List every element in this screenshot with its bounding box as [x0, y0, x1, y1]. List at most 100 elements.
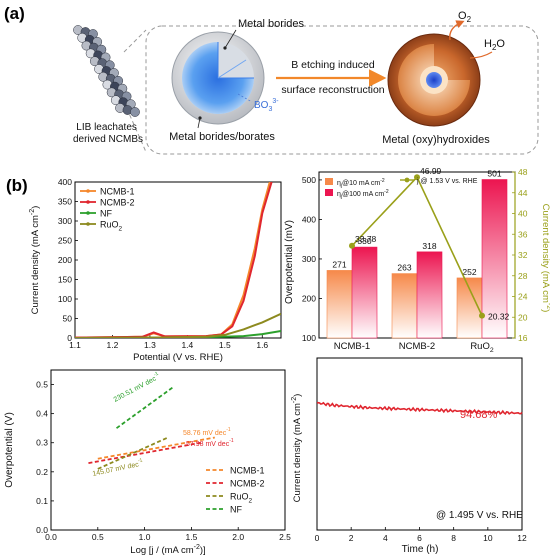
y-tick-label: 100	[58, 294, 72, 304]
stability-line	[316, 401, 523, 416]
slope-label: 58.76 mV dec-1	[183, 427, 231, 437]
panel-b-label: (b)	[6, 176, 28, 195]
legend-marker	[86, 200, 90, 204]
y-tick-label: 250	[58, 236, 72, 246]
h2o-label: H2O	[484, 38, 505, 52]
legend-entry: RuO2	[230, 492, 253, 505]
y2-tick-label: 20	[518, 312, 528, 322]
j-point	[414, 174, 420, 181]
legend-entry: NF	[230, 505, 242, 515]
y-tick-label: 0.1	[36, 496, 48, 506]
y2-tick-label: 16	[518, 333, 528, 343]
legend-entry: NCMB-1	[100, 187, 135, 197]
nanotube-illustration	[73, 25, 140, 117]
polarization-chart: 1.1 1.2 1.3 1.4 1.5 1.6 0 50 100 150 200 250 300 350 4…	[29, 177, 282, 363]
x-tick-label: 0.5	[92, 532, 104, 542]
y-tick-label: 300	[302, 254, 316, 264]
o2-arrow	[449, 20, 465, 41]
x-tick-label: 1.0	[139, 532, 151, 542]
arrow-top-label: B etching induced	[291, 59, 375, 71]
y-tick-label: 0	[67, 333, 72, 343]
category-label: NCMB-1	[334, 341, 370, 352]
x-tick-label: 1.5	[185, 532, 197, 542]
y-tick-label: 0.2	[36, 467, 48, 477]
nanotube-atom	[130, 107, 140, 117]
x-tick-label: 1.4	[181, 340, 193, 350]
dashed-frame	[145, 25, 539, 155]
o2-label: O2	[458, 10, 472, 24]
plot4-frame	[316, 357, 523, 531]
bar-eta100	[481, 179, 508, 339]
tafel-chart: 0.0 0.5 1.0 1.5 2.0 2.5 0.0 0.1 0.2 0.3 0.4 0.5 230…	[4, 369, 291, 556]
legend-marker	[86, 189, 90, 193]
j-value-label: 46.99	[420, 166, 442, 176]
x-tick-label: 1.2	[107, 340, 119, 350]
legend-marker	[404, 177, 410, 183]
bar-eta100	[351, 246, 378, 339]
y-tick-label: 150	[58, 275, 72, 285]
bar-value-label: 318	[422, 241, 436, 251]
y-tick-label: 200	[58, 255, 72, 265]
x-tick-label: 0	[315, 533, 320, 543]
panel-a-label: (a)	[4, 4, 25, 23]
x-tick-label: 2	[349, 533, 354, 543]
bar-value-label: 501	[487, 169, 501, 179]
x-tick-label: 1.6	[256, 340, 268, 350]
metal-borides-label: Metal borides	[238, 18, 305, 30]
y-tick-label: 400	[302, 214, 316, 224]
plot1-xlabel: Potential (V vs. RHE)	[133, 352, 223, 363]
bar-value-label: 263	[397, 263, 411, 273]
boride-sphere	[171, 31, 265, 125]
legend-entry: NCMB-2	[100, 198, 135, 208]
x-tick-label: 2.0	[232, 532, 244, 542]
tafel-line-ncmb-1	[97, 436, 215, 460]
j-point	[479, 312, 485, 319]
x-tick-label: 1.5	[219, 340, 231, 350]
retention-label: 94.68%	[460, 409, 498, 421]
x-tick-label: 6	[417, 533, 422, 543]
plot2-ylabel: Overpotential (mV)	[284, 220, 295, 304]
y2-tick-label: 32	[518, 250, 528, 260]
slope-label: 57.98 mV dec-1	[186, 438, 234, 448]
overpotential-bar-chart: 100 200 300 400 500 16 20 24 28 32 36 40 44 48 271 263…	[284, 166, 550, 354]
bar-eta10	[326, 270, 353, 339]
x-tick-label: 4	[383, 533, 388, 543]
core-pointer	[224, 29, 237, 49]
plot4-xlabel: Time (h)	[402, 544, 439, 555]
y-tick-label: 0.4	[36, 409, 48, 419]
y-tick-label: 400	[58, 177, 72, 187]
legend-entry: ηj@10 mA cm-2	[337, 178, 385, 189]
x-tick-label: 1.1	[69, 340, 81, 350]
plot4-ylabel: Current density (mA cm-2)	[291, 394, 303, 503]
y2-tick-label: 28	[518, 271, 528, 281]
borate-ion-label: BO33-	[254, 98, 279, 113]
nanotube-caption: LIB leachates derived NCMBs	[73, 122, 143, 145]
x-tick-label: 12	[517, 533, 527, 543]
legend-swatch	[325, 189, 333, 196]
condition-label: @ 1.495 V vs. RHE	[436, 510, 523, 521]
y-tick-label: 50	[63, 314, 73, 324]
j-value-label: 20.32	[488, 312, 510, 322]
slope-label: 230.51 mV dec-1	[111, 371, 161, 404]
y-tick-label: 0.5	[36, 380, 48, 390]
y-tick-label: 200	[302, 293, 316, 303]
legend-entry: NF	[100, 209, 112, 219]
legend-swatch	[325, 178, 333, 185]
oxyhydroxide-sphere	[387, 33, 481, 127]
legend-marker	[86, 211, 90, 215]
x-tick-label: 2.5	[279, 532, 291, 542]
oxyhydroxides-label: Metal (oxy)hydroxides	[382, 134, 490, 146]
legend-entry: RuO2	[100, 220, 123, 233]
connector-top	[123, 29, 147, 53]
borate-pointer	[237, 93, 253, 103]
category-label: NCMB-2	[399, 341, 435, 352]
bar-value-label: 271	[332, 259, 346, 269]
x-tick-label: 8	[451, 533, 456, 543]
y-tick-label: 0.0	[36, 525, 48, 535]
category-label: RuO2	[470, 341, 494, 354]
plot1-ylabel: Current density (mA cm-2)	[29, 206, 41, 315]
j-value-label: 33.78	[355, 234, 377, 244]
y2-tick-label: 24	[518, 292, 528, 302]
bar-value-label: 252	[462, 267, 476, 277]
